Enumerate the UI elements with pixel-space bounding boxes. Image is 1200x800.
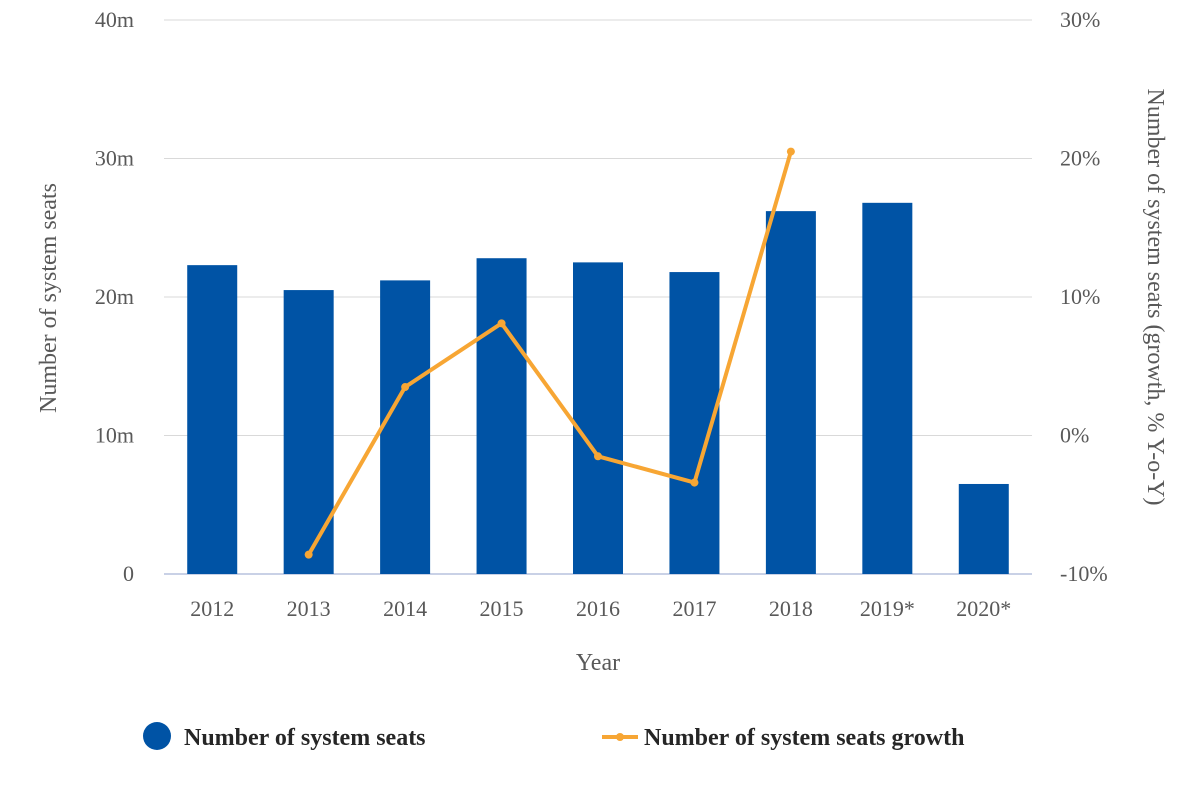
x-tick-label: 2015 bbox=[480, 596, 524, 621]
growth-point bbox=[401, 383, 410, 392]
left-tick-label: 40m bbox=[95, 7, 134, 32]
bar bbox=[283, 290, 334, 574]
left-axis-ticks: 0 10m 20m 30m 40m bbox=[95, 7, 134, 586]
bar bbox=[862, 202, 913, 574]
right-axis-title: Number of system seats (growth, % Y-o-Y) bbox=[1142, 88, 1168, 505]
left-tick-label: 10m bbox=[95, 423, 134, 448]
growth-point bbox=[497, 319, 506, 328]
left-tick-label: 20m bbox=[95, 284, 134, 309]
growth-point bbox=[304, 550, 313, 559]
x-tick-label: 2014 bbox=[383, 596, 427, 621]
x-tick-label: 2018 bbox=[769, 596, 813, 621]
x-tick-label: 2016 bbox=[576, 596, 620, 621]
x-tick-label: 2013 bbox=[287, 596, 331, 621]
growth-point bbox=[594, 452, 602, 461]
legend-bar-label: Number of system seats bbox=[184, 725, 426, 751]
growth-point bbox=[690, 478, 699, 487]
legend-bar-marker bbox=[143, 722, 171, 750]
left-tick-label: 30m bbox=[95, 146, 134, 171]
left-tick-label: 0 bbox=[123, 561, 134, 586]
right-tick-label: 10% bbox=[1060, 284, 1100, 309]
growth-point bbox=[786, 147, 795, 156]
bar bbox=[380, 280, 431, 574]
right-tick-label: 30% bbox=[1060, 7, 1100, 32]
x-tick-label: 2020* bbox=[956, 596, 1011, 621]
x-tick-label: 2012 bbox=[190, 596, 234, 621]
x-axis-ticks: 2012 2013 2014 2015 2016 2017 2018 2019* 2020* bbox=[190, 596, 1011, 621]
line-series bbox=[304, 147, 795, 559]
legend-line-label: Number of system seats growth bbox=[644, 725, 964, 751]
left-axis-title: Number of system seats bbox=[36, 183, 62, 413]
right-tick-label: 20% bbox=[1060, 146, 1100, 171]
right-tick-label: 0% bbox=[1060, 423, 1089, 448]
legend: Number of system seats Number of system … bbox=[143, 722, 964, 751]
bar-series bbox=[187, 202, 1009, 574]
right-axis-ticks: -10% 0% 10% 20% 30% bbox=[1060, 7, 1108, 586]
growth-line bbox=[306, 151, 793, 556]
bar bbox=[765, 211, 816, 574]
x-axis-title: Year bbox=[576, 650, 620, 676]
bar bbox=[573, 262, 623, 574]
right-tick-label: -10% bbox=[1060, 561, 1108, 586]
x-tick-label: 2017 bbox=[672, 596, 716, 621]
bar bbox=[958, 483, 1009, 574]
bar bbox=[187, 265, 238, 574]
bar bbox=[476, 258, 527, 574]
x-tick-label: 2019* bbox=[860, 596, 915, 621]
legend-line-dot bbox=[616, 733, 624, 741]
